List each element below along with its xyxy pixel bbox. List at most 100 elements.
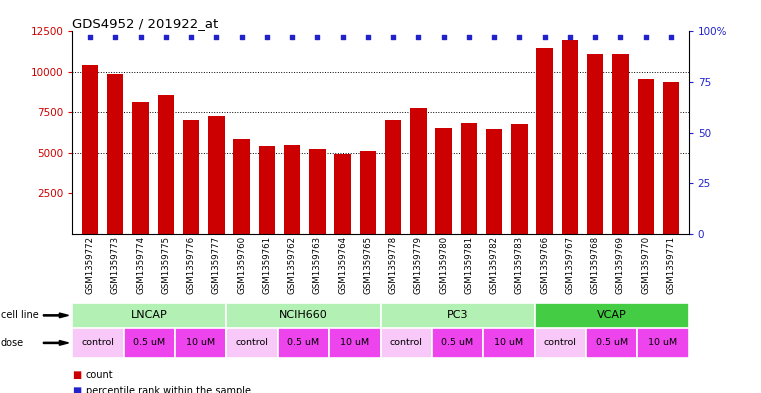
Text: percentile rank within the sample: percentile rank within the sample [86, 386, 251, 393]
Text: dose: dose [1, 338, 24, 348]
Text: GSM1359777: GSM1359777 [212, 236, 221, 294]
Text: GSM1359780: GSM1359780 [439, 236, 448, 294]
Text: GSM1359770: GSM1359770 [642, 236, 650, 294]
Point [210, 34, 222, 40]
Text: cell line: cell line [1, 310, 39, 320]
Bar [410, 108, 427, 234]
Point [261, 34, 273, 40]
Text: GSM1359783: GSM1359783 [515, 236, 524, 294]
Point [286, 34, 298, 40]
Text: GSM1359760: GSM1359760 [237, 236, 246, 294]
Bar [562, 40, 578, 234]
Bar [432, 328, 483, 358]
Point [160, 34, 172, 40]
Bar [613, 54, 629, 234]
Point [311, 34, 323, 40]
Bar [535, 303, 689, 328]
Text: GSM1359761: GSM1359761 [263, 236, 272, 294]
Bar [234, 139, 250, 234]
Bar [486, 129, 502, 234]
Text: control: control [81, 338, 114, 347]
Point [614, 34, 626, 40]
Bar [380, 328, 432, 358]
Point [438, 34, 450, 40]
Text: 10 uM: 10 uM [495, 338, 524, 347]
Text: GSM1359763: GSM1359763 [313, 236, 322, 294]
Text: GSM1359766: GSM1359766 [540, 236, 549, 294]
Bar [158, 95, 174, 234]
Bar [511, 124, 527, 234]
Bar [72, 303, 227, 328]
Text: GSM1359768: GSM1359768 [591, 236, 600, 294]
Point [109, 34, 121, 40]
Text: GSM1359772: GSM1359772 [85, 236, 94, 294]
Text: 0.5 uM: 0.5 uM [133, 338, 165, 347]
Text: GSM1359776: GSM1359776 [186, 236, 196, 294]
Bar [330, 328, 380, 358]
Bar [309, 149, 326, 234]
Bar [587, 54, 603, 234]
Bar [123, 328, 175, 358]
Bar [638, 79, 654, 234]
Bar [107, 74, 123, 234]
Point [185, 34, 197, 40]
Text: 0.5 uM: 0.5 uM [441, 338, 473, 347]
Point [412, 34, 425, 40]
Text: GSM1359769: GSM1359769 [616, 236, 625, 294]
Text: GSM1359767: GSM1359767 [565, 236, 575, 294]
Point [665, 34, 677, 40]
Bar [638, 328, 689, 358]
Text: GSM1359765: GSM1359765 [363, 236, 372, 294]
Point [387, 34, 400, 40]
Bar [334, 154, 351, 234]
Text: 10 uM: 10 uM [648, 338, 677, 347]
Text: control: control [390, 338, 422, 347]
Text: control: control [544, 338, 577, 347]
Text: ■: ■ [72, 370, 81, 380]
Bar [385, 120, 401, 234]
Text: 0.5 uM: 0.5 uM [596, 338, 628, 347]
Bar [227, 303, 380, 328]
Text: GSM1359774: GSM1359774 [136, 236, 145, 294]
Point [539, 34, 551, 40]
Bar [227, 328, 278, 358]
Text: 0.5 uM: 0.5 uM [288, 338, 320, 347]
Bar [132, 102, 148, 234]
Point [361, 34, 374, 40]
Text: GSM1359778: GSM1359778 [389, 236, 398, 294]
Text: 10 uM: 10 uM [340, 338, 369, 347]
Bar [535, 328, 586, 358]
Text: PC3: PC3 [447, 310, 468, 320]
Bar [208, 116, 224, 234]
Point [488, 34, 500, 40]
Text: GSM1359781: GSM1359781 [464, 236, 473, 294]
Bar [183, 121, 199, 234]
Point [463, 34, 475, 40]
Text: LNCAP: LNCAP [131, 310, 167, 320]
Text: count: count [86, 370, 113, 380]
Bar [663, 83, 680, 234]
Text: 10 uM: 10 uM [186, 338, 215, 347]
Text: GSM1359762: GSM1359762 [288, 236, 297, 294]
Point [336, 34, 349, 40]
Bar [72, 328, 123, 358]
Bar [360, 151, 376, 234]
Text: GSM1359771: GSM1359771 [667, 236, 676, 294]
Bar [460, 123, 477, 234]
Point [589, 34, 601, 40]
Bar [81, 64, 98, 234]
Text: GSM1359764: GSM1359764 [338, 236, 347, 294]
Text: VCAP: VCAP [597, 310, 626, 320]
Bar [586, 328, 638, 358]
Point [84, 34, 96, 40]
Bar [278, 328, 330, 358]
Text: ■: ■ [72, 386, 81, 393]
Point [514, 34, 526, 40]
Point [564, 34, 576, 40]
Bar [380, 303, 535, 328]
Text: GSM1359775: GSM1359775 [161, 236, 170, 294]
Point [135, 34, 147, 40]
Bar [435, 128, 452, 234]
Point [235, 34, 247, 40]
Bar [284, 145, 301, 234]
